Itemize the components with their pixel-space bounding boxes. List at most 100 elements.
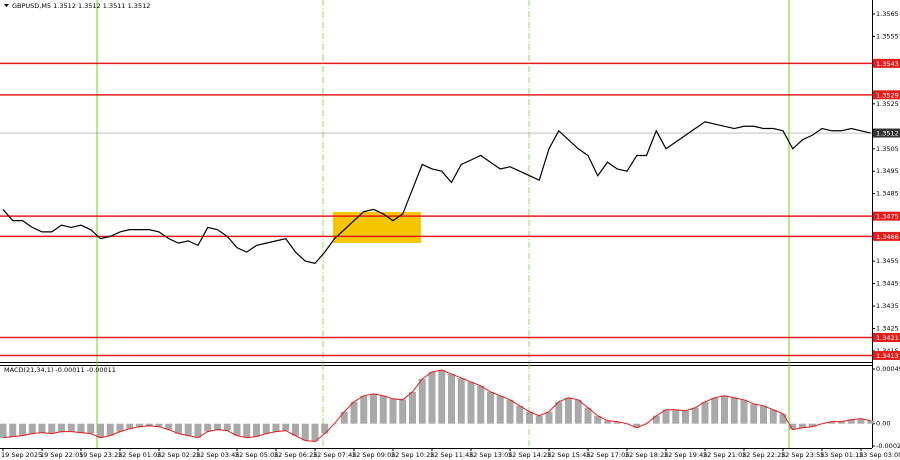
price-level-label: 1.3543 — [876, 60, 899, 68]
histogram-bar — [604, 420, 611, 424]
histogram-bar — [828, 421, 836, 424]
histogram-bar — [799, 423, 806, 428]
x-tick-label: 22 Sep 22:25 — [742, 451, 785, 459]
chart-title: GBPUSD,M5 1.3512 1.3512 1.3511 1.3512 — [12, 2, 150, 10]
histogram-bar — [711, 397, 719, 424]
histogram-bar — [321, 423, 329, 434]
histogram-bar — [350, 401, 358, 424]
price-level-label: 1.3529 — [876, 91, 899, 99]
histogram-bar — [633, 423, 641, 428]
y-tick-label: 1.3565 — [876, 10, 899, 18]
price-level-tag — [873, 350, 900, 360]
price-level-label: 1.3466 — [876, 233, 899, 241]
x-tick-label: 23 Sep 01:15 — [820, 451, 863, 459]
histogram-bar — [389, 398, 397, 424]
histogram-bar — [769, 409, 777, 424]
x-tick-label: 22 Sep 03:45 — [196, 451, 239, 459]
histogram-bar — [116, 423, 124, 432]
histogram-bar — [253, 423, 260, 437]
y-tick-label: 1.3505 — [876, 145, 899, 153]
histogram-bar — [779, 413, 787, 424]
x-tick-label: 22 Sep 06:25 — [274, 451, 317, 459]
x-tick-label: 22 Sep 10:25 — [391, 451, 434, 459]
histogram-bar — [526, 411, 533, 424]
histogram-bar — [87, 423, 95, 434]
y-tick-label: 1.3485 — [876, 190, 899, 198]
histogram-bar — [565, 397, 572, 424]
histogram-bar — [701, 401, 709, 424]
dropdown-icon — [4, 4, 9, 7]
x-tick-label: 22 Sep 09:05 — [352, 451, 395, 459]
x-tick-label: 19 Sep 22:05 — [40, 451, 83, 459]
histogram-bar — [613, 421, 621, 424]
price-level-label: 1.3421 — [876, 334, 899, 342]
x-tick-label: 22 Sep 19:45 — [664, 451, 707, 459]
histogram-bar — [662, 409, 670, 424]
x-tick-label: 22 Sep 01:05 — [118, 451, 161, 459]
price-level-tag — [873, 128, 900, 138]
histogram-bar — [808, 423, 816, 427]
y-tick-label: 1.3445 — [876, 280, 899, 288]
histogram-bar — [487, 391, 494, 424]
histogram-bar — [175, 423, 182, 434]
histogram-bar — [0, 423, 7, 438]
histogram-bar — [272, 423, 280, 432]
price-level-label: 1.3413 — [876, 352, 899, 360]
histogram-bar — [340, 411, 348, 424]
histogram-bar — [136, 423, 143, 427]
histogram-bar — [28, 423, 36, 434]
histogram-bar — [126, 423, 134, 429]
y-tick-label: 1.3455 — [876, 257, 899, 265]
histogram-bar — [48, 423, 56, 434]
histogram-bar — [847, 419, 855, 424]
x-tick-label: 19 Sep 23:25 — [79, 451, 122, 459]
y-tick-label: -0.0002 — [876, 442, 900, 450]
histogram-bar — [19, 423, 26, 436]
histogram-bar — [409, 391, 416, 424]
histogram-bar — [438, 370, 446, 424]
histogram-bar — [574, 399, 582, 424]
price-level-tag — [873, 333, 900, 343]
histogram-bar — [360, 395, 368, 424]
histogram-bar — [67, 423, 75, 432]
histogram-bar — [370, 393, 377, 424]
histogram-bar — [691, 407, 699, 424]
histogram-bar — [379, 395, 387, 424]
histogram-bar — [9, 423, 17, 437]
x-tick-label: 22 Sep 02:25 — [157, 451, 200, 459]
plot-layer: 1.3565 1.3555 1.3525 1.3505 1.3495 1.3485 1.34… — [0, 10, 900, 459]
histogram-bar — [194, 423, 202, 438]
histogram-bar — [730, 397, 738, 424]
histogram-bar — [857, 418, 865, 424]
histogram-bar — [77, 423, 85, 433]
y-tick-label: 1.3525 — [876, 100, 899, 108]
histogram-bar — [145, 423, 153, 426]
histogram-bar — [311, 423, 319, 442]
x-tick-label: 22 Sep 15:45 — [547, 451, 590, 459]
price-line — [2, 121, 871, 265]
histogram-bar — [789, 423, 797, 430]
histogram-bar — [584, 407, 592, 424]
histogram-bar — [496, 395, 504, 424]
y-tick-label: 1.3495 — [876, 167, 899, 175]
histogram-bar — [428, 372, 436, 424]
y-tick-label: 1.3435 — [876, 302, 899, 310]
histogram-bar — [535, 415, 543, 424]
y-tick-label: 0.00049 — [876, 365, 900, 373]
histogram-bar — [838, 421, 845, 424]
histogram-bar — [740, 399, 748, 424]
y-tick-label: 1.3555 — [876, 32, 899, 40]
y-tick-label: 0.00 — [876, 420, 890, 428]
histogram-bar — [301, 423, 309, 441]
histogram-bar — [457, 377, 465, 424]
histogram-bar — [214, 423, 221, 430]
histogram-bar — [477, 385, 485, 424]
histogram-bar — [555, 401, 563, 424]
indicator-title: MACD(21,34,1) -0.00011 -0.00011 — [4, 366, 116, 374]
histogram-bar — [155, 423, 163, 427]
x-tick-label: 22 Sep 14:25 — [508, 451, 551, 459]
x-tick-label: 22 Sep 18:25 — [625, 451, 668, 459]
histogram-bar — [282, 423, 290, 431]
histogram-bar — [448, 374, 455, 424]
